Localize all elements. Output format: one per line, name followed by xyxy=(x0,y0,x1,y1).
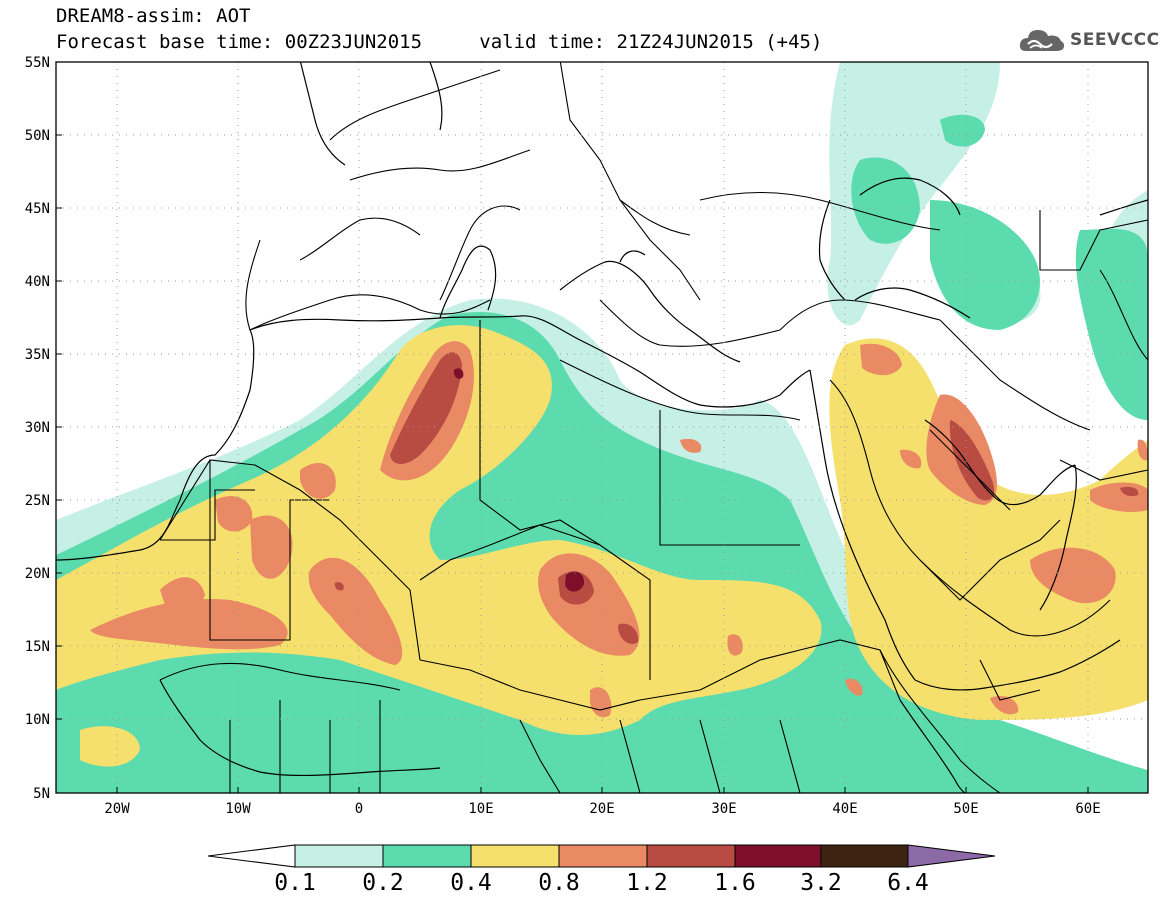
colorbar-label: 1.2 xyxy=(626,870,668,896)
graticule xyxy=(56,62,1148,793)
colorbar-segment xyxy=(820,844,909,868)
colorbar-label: 0.1 xyxy=(274,870,316,896)
colorbar-label: 6.4 xyxy=(887,870,929,896)
lon-label: 10W xyxy=(225,801,251,817)
seevccc-logo: SEEVCCC xyxy=(1018,26,1160,54)
lat-label: 55N xyxy=(25,55,50,71)
lon-label: 40E xyxy=(832,801,857,817)
lat-label: 10N xyxy=(25,712,50,728)
axis-ticks xyxy=(56,61,1089,794)
colorbar-segment xyxy=(558,844,648,868)
lat-label: 5N xyxy=(33,786,50,802)
lon-labels: 20W 10W 0 10E 20E 30E 40E 50E 60E xyxy=(104,801,1100,817)
time-info: Forecast base time: 00Z23JUN2015 valid t… xyxy=(56,32,822,52)
lon-label: 20W xyxy=(104,801,130,817)
cloud-icon xyxy=(1019,30,1065,51)
colorbar-segment xyxy=(734,844,822,868)
lat-labels: 55N 50N 45N 40N 35N 30N 25N 20N 15N 10N … xyxy=(25,55,50,802)
colorbar-label: 0.2 xyxy=(362,870,404,896)
colorbar-label: 0.8 xyxy=(538,870,580,896)
lat-label: 40N xyxy=(25,274,50,290)
colorbar-label: 0.4 xyxy=(450,870,492,896)
colorbar-segment xyxy=(470,844,560,868)
lat-label: 30N xyxy=(25,420,50,436)
borders xyxy=(159,62,1148,793)
colorbar-label: 1.6 xyxy=(714,870,756,896)
lat-label: 20N xyxy=(25,566,50,582)
colorbar-segment xyxy=(382,844,472,868)
lon-label: 60E xyxy=(1075,801,1100,817)
base-time: Forecast base time: 00Z23JUN2015 xyxy=(56,31,423,53)
lon-label: 10E xyxy=(468,801,493,817)
map-title: DREAM8-assim: AOT xyxy=(56,5,251,27)
lat-label: 45N xyxy=(25,201,50,217)
lon-label: 0 xyxy=(355,801,363,817)
colorbar-under-triangle xyxy=(207,844,296,868)
colorbar-segment xyxy=(646,844,736,868)
colorbar xyxy=(207,844,996,868)
lon-label: 30E xyxy=(711,801,736,817)
lon-label: 50E xyxy=(953,801,978,817)
logo-text: SEEVCCC xyxy=(1070,30,1160,50)
colorbar-segment xyxy=(294,844,384,868)
lat-label: 25N xyxy=(25,493,50,509)
colorbar-over-triangle xyxy=(907,844,996,868)
lon-label: 20E xyxy=(589,801,614,817)
lat-label: 35N xyxy=(25,347,50,363)
lat-label: 50N xyxy=(25,128,50,144)
colorbar-label: 3.2 xyxy=(800,870,842,896)
lat-label: 15N xyxy=(25,639,50,655)
coastlines xyxy=(56,62,1148,793)
aot-level-1.6 xyxy=(453,368,585,592)
valid-time: valid time: 21Z24JUN2015 (+45) xyxy=(479,31,823,53)
